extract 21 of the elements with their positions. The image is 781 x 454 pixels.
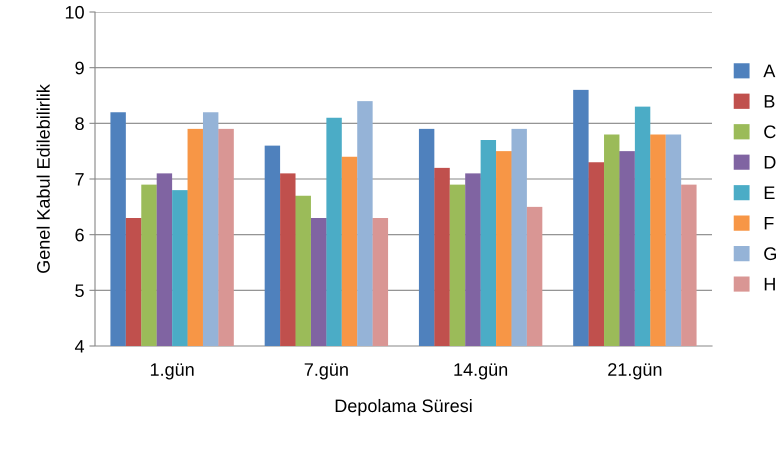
x-axis-title: Depolama Süresi [336,398,472,416]
legend-label: D [764,156,776,168]
x-tick-label: 7.gün [304,363,348,380]
legend-label: G [764,247,776,260]
y-tick-label: 5 [75,284,84,298]
y-tick-label: 6 [75,228,84,242]
legend-label: H [764,278,775,290]
y-axis-title: Genel Kabul Edilebilirlik [36,84,50,273]
x-tick-label: 21.gün [608,363,662,380]
legend-label: F [764,217,774,230]
y-tick-label: 8 [75,117,84,130]
legend-label: B [764,95,774,108]
legend-label: A [763,64,776,78]
y-tick-label: 10 [66,6,84,19]
x-tick-label: 1.gün [150,363,194,380]
x-tick-label: 14.gün [454,363,508,380]
y-tick-label: 9 [75,62,84,74]
legend-label: E [764,186,775,199]
y-tick-label: 4 [74,340,84,353]
legend-label: C [764,125,776,138]
y-tick-label: 7 [75,173,84,186]
